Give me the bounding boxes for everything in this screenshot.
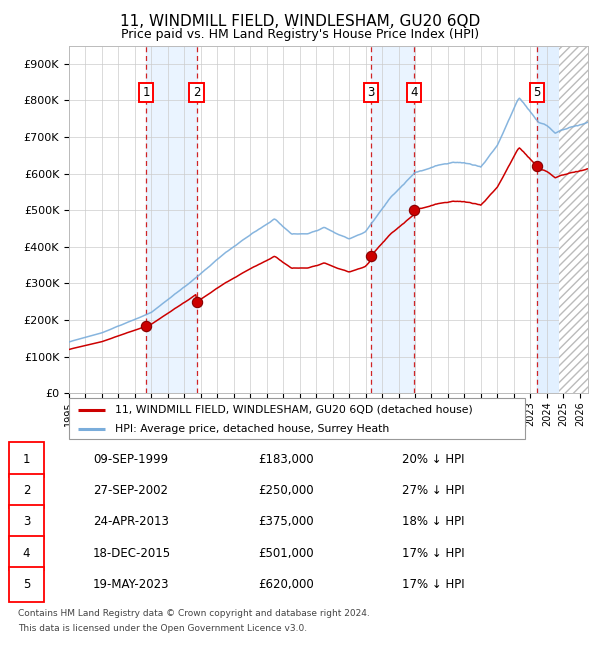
Text: £183,000: £183,000 <box>258 453 314 466</box>
Bar <box>371 46 415 393</box>
Text: 2: 2 <box>193 86 200 99</box>
Text: 5: 5 <box>533 86 540 99</box>
Text: £375,000: £375,000 <box>258 515 314 528</box>
Text: 18-DEC-2015: 18-DEC-2015 <box>93 547 171 560</box>
Text: £501,000: £501,000 <box>258 547 314 560</box>
Text: 09-SEP-1999: 09-SEP-1999 <box>93 453 168 466</box>
Text: £620,000: £620,000 <box>258 578 314 591</box>
Text: HPI: Average price, detached house, Surrey Heath: HPI: Average price, detached house, Surr… <box>115 424 389 434</box>
Bar <box>146 46 197 393</box>
Text: Price paid vs. HM Land Registry's House Price Index (HPI): Price paid vs. HM Land Registry's House … <box>121 28 479 41</box>
Bar <box>536 46 559 393</box>
Bar <box>536 46 559 393</box>
Text: 2: 2 <box>23 484 30 497</box>
Text: 24-APR-2013: 24-APR-2013 <box>93 515 169 528</box>
Text: 1: 1 <box>143 86 150 99</box>
Text: 5: 5 <box>23 578 30 591</box>
Text: 1: 1 <box>23 453 30 466</box>
Text: 17% ↓ HPI: 17% ↓ HPI <box>402 547 464 560</box>
Text: 27% ↓ HPI: 27% ↓ HPI <box>402 484 464 497</box>
Text: This data is licensed under the Open Government Licence v3.0.: This data is licensed under the Open Gov… <box>18 623 307 632</box>
Text: 17% ↓ HPI: 17% ↓ HPI <box>402 578 464 591</box>
Text: 19-MAY-2023: 19-MAY-2023 <box>93 578 170 591</box>
FancyBboxPatch shape <box>69 398 525 439</box>
Point <box>192 296 202 307</box>
Text: 4: 4 <box>410 86 418 99</box>
Text: 3: 3 <box>367 86 374 99</box>
Text: £250,000: £250,000 <box>258 484 314 497</box>
Text: 18% ↓ HPI: 18% ↓ HPI <box>402 515 464 528</box>
Text: 3: 3 <box>23 515 30 528</box>
Bar <box>559 46 588 393</box>
Text: 20% ↓ HPI: 20% ↓ HPI <box>402 453 464 466</box>
Point <box>532 161 541 172</box>
Text: 4: 4 <box>23 547 30 560</box>
Text: Contains HM Land Registry data © Crown copyright and database right 2024.: Contains HM Land Registry data © Crown c… <box>18 609 370 618</box>
Point <box>366 251 376 261</box>
Text: 11, WINDMILL FIELD, WINDLESHAM, GU20 6QD: 11, WINDMILL FIELD, WINDLESHAM, GU20 6QD <box>120 14 480 29</box>
Point <box>142 321 151 332</box>
Text: 27-SEP-2002: 27-SEP-2002 <box>93 484 168 497</box>
Point <box>410 205 419 215</box>
Text: 11, WINDMILL FIELD, WINDLESHAM, GU20 6QD (detached house): 11, WINDMILL FIELD, WINDLESHAM, GU20 6QD… <box>115 405 472 415</box>
